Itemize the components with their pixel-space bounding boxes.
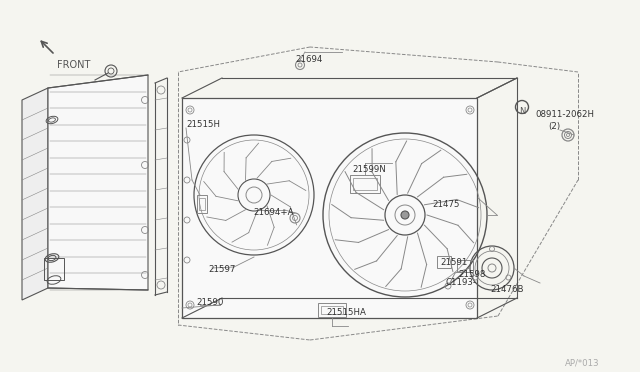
Text: 21694: 21694: [295, 55, 323, 64]
Text: 08911-2062H: 08911-2062H: [535, 110, 594, 119]
Bar: [318, 303, 346, 317]
Bar: [457, 260, 473, 272]
Text: 21590: 21590: [196, 298, 223, 307]
Text: N: N: [519, 106, 525, 115]
Bar: [350, 175, 380, 193]
Text: 21515H: 21515H: [186, 120, 220, 129]
Text: 21476B: 21476B: [490, 285, 524, 294]
Bar: [321, 306, 343, 314]
Bar: [182, 98, 477, 318]
Text: FRONT: FRONT: [57, 60, 90, 70]
Bar: [437, 256, 451, 268]
Text: (2): (2): [548, 122, 560, 131]
Text: 21694+A: 21694+A: [253, 208, 294, 217]
Bar: [44, 258, 64, 280]
Text: 21515HA: 21515HA: [326, 308, 366, 317]
Text: 21597: 21597: [208, 265, 236, 274]
Bar: [199, 198, 205, 210]
Bar: [197, 195, 207, 213]
Text: C1193-: C1193-: [445, 278, 476, 287]
Text: AP/*013: AP/*013: [565, 358, 600, 367]
Text: 21475: 21475: [432, 200, 460, 209]
Circle shape: [401, 211, 409, 219]
Text: 21599N: 21599N: [352, 165, 386, 174]
Bar: [353, 178, 377, 190]
Polygon shape: [22, 88, 48, 300]
Text: 21598: 21598: [458, 270, 485, 279]
Polygon shape: [48, 75, 148, 290]
Text: 21591: 21591: [440, 258, 467, 267]
